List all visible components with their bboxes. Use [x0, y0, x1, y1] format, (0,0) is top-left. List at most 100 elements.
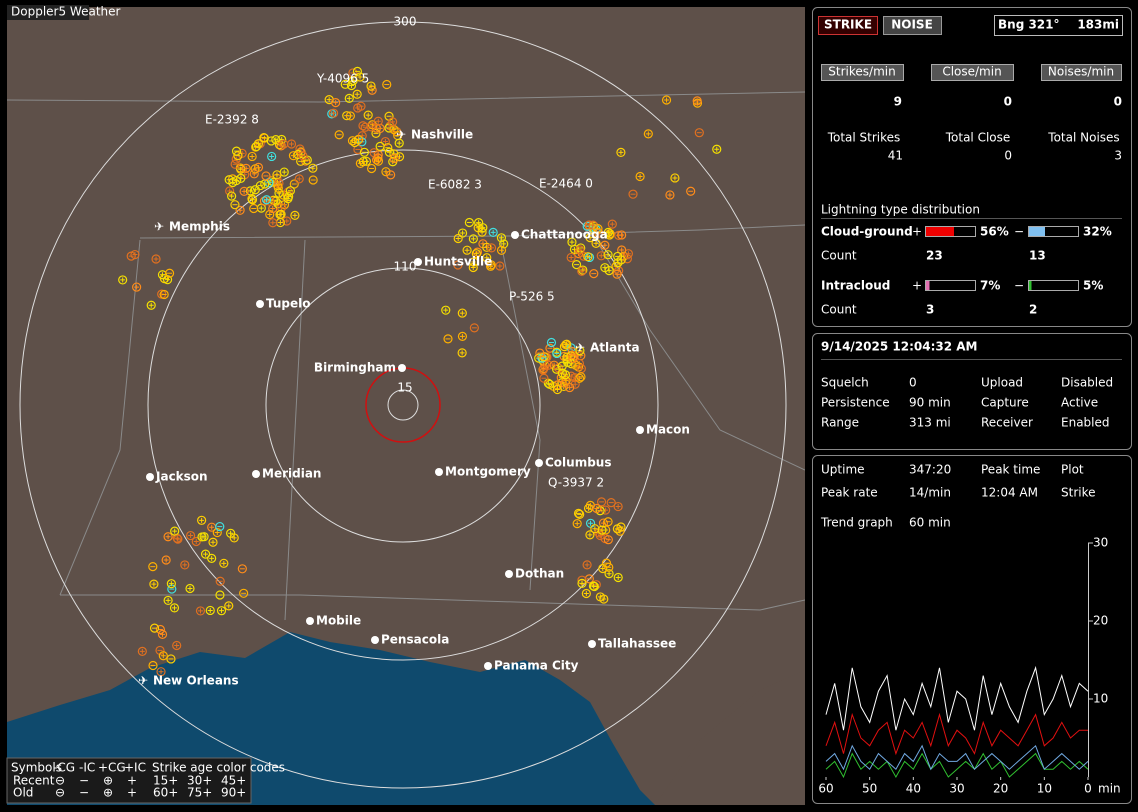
strike-symbol	[334, 130, 344, 140]
setting-value: 313 mi	[909, 416, 951, 430]
strike-symbol	[225, 186, 235, 196]
count-value: 2	[1029, 303, 1037, 317]
strike-symbol	[259, 132, 269, 143]
x-axis-label: min	[1098, 782, 1121, 796]
strike-symbol	[593, 224, 603, 234]
strike-symbol	[474, 218, 484, 228]
stat-text: Peak rate	[821, 486, 878, 500]
strike-symbol	[180, 560, 190, 570]
strike-symbol	[148, 562, 158, 572]
strike-symbol	[615, 526, 625, 536]
strike-symbol	[457, 308, 467, 318]
legend-header: Symbols	[11, 761, 62, 775]
strike-sign	[255, 141, 261, 147]
strike-symbol	[585, 232, 595, 243]
strike-sign	[484, 255, 490, 261]
ring	[147, 149, 659, 661]
strike-sign	[578, 353, 584, 359]
strike-symbol	[628, 189, 638, 199]
strike-sign	[247, 188, 253, 194]
strike-sign	[489, 245, 495, 251]
strike-symbol	[191, 536, 201, 547]
strike-symbol	[163, 595, 173, 606]
strike-symbol	[262, 195, 272, 205]
strike-symbol	[380, 136, 391, 147]
strike-symbol	[545, 343, 555, 353]
strike-symbol	[596, 251, 606, 261]
strike-symbol	[186, 530, 196, 541]
strike-sign	[587, 532, 593, 538]
strike-sign	[163, 557, 169, 563]
counter-header-label: Close/min	[942, 65, 1001, 79]
strike-sign	[459, 350, 465, 356]
noise-button[interactable]	[883, 16, 942, 35]
strike-sign	[279, 205, 285, 211]
strike-sign	[219, 608, 225, 614]
strike-symbol	[283, 194, 293, 204]
strike-symbol	[294, 174, 304, 184]
legend-header: -IC	[79, 761, 95, 775]
strike-symbol	[661, 95, 672, 105]
strike-symbol	[331, 98, 341, 108]
strike-symbol	[566, 252, 576, 263]
strike-symbol	[575, 509, 585, 520]
strike-sign	[310, 165, 316, 171]
strike-symbol	[585, 530, 595, 540]
strike-sign	[292, 212, 298, 218]
setting-value: Enabled	[1061, 416, 1110, 430]
strike-sign	[354, 91, 360, 97]
strike-sign	[563, 342, 569, 348]
strike-sign	[209, 524, 215, 530]
percent-bar	[926, 281, 930, 290]
strike-symbol	[607, 219, 617, 229]
counter-value: 9	[894, 95, 902, 109]
border	[60, 594, 805, 611]
strike-sign	[615, 504, 621, 510]
strike-symbol	[215, 521, 225, 532]
strike-symbol	[195, 606, 206, 616]
strike-symbol	[273, 183, 283, 193]
strike-symbol	[148, 660, 158, 671]
legend-row-label: Recent	[13, 774, 55, 788]
legend-symbol: +	[127, 786, 137, 800]
legend-symbol: ⊕	[103, 774, 113, 788]
strike-symbol	[205, 605, 215, 616]
strike-symbol	[596, 497, 607, 507]
strike-symbol	[603, 227, 613, 237]
strike-symbol	[275, 210, 285, 220]
strike-symbol	[373, 116, 383, 126]
counter-value: 0	[1004, 95, 1012, 109]
strike-sign	[210, 539, 216, 545]
strike-symbol	[457, 228, 468, 238]
total-label: Total Close	[945, 131, 1011, 145]
trend-line	[825, 712, 1088, 756]
strike-sign	[590, 583, 596, 589]
strike-sign	[596, 230, 602, 236]
strike-button[interactable]	[818, 16, 878, 35]
strike-symbol	[453, 233, 463, 244]
legend-symbol: −	[79, 786, 89, 800]
strike-sign	[618, 149, 624, 155]
strike-sign	[228, 530, 234, 536]
strike-symbol	[604, 569, 614, 579]
strike-symbol	[308, 175, 318, 185]
strike-symbol	[575, 346, 585, 356]
strike-sign	[391, 155, 397, 161]
strike-symbol	[219, 558, 229, 568]
strike-sign	[274, 172, 280, 178]
strike-symbol	[169, 603, 180, 613]
strike-sign	[148, 302, 154, 308]
strike-symbol	[340, 79, 350, 89]
strike-symbol	[358, 121, 368, 131]
total-value: 3	[1114, 149, 1122, 163]
strike-sign	[609, 221, 615, 227]
stat-text: Trend graph	[820, 516, 893, 530]
strike-sign	[672, 175, 678, 181]
strike-sign	[153, 256, 159, 262]
strike-sign	[264, 197, 270, 203]
noise-button-label: NOISE	[891, 18, 933, 32]
strike-symbol	[373, 156, 384, 166]
percent-bar	[926, 227, 954, 236]
legend-header: -CG	[53, 761, 75, 775]
strike-symbol	[583, 252, 593, 262]
